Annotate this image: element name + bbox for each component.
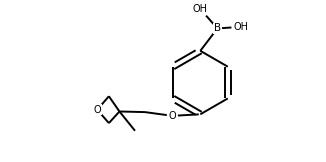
Text: OH: OH: [193, 4, 208, 14]
Text: O: O: [94, 105, 101, 115]
Text: B: B: [214, 23, 221, 33]
Text: O: O: [169, 111, 176, 121]
Text: OH: OH: [233, 22, 248, 32]
